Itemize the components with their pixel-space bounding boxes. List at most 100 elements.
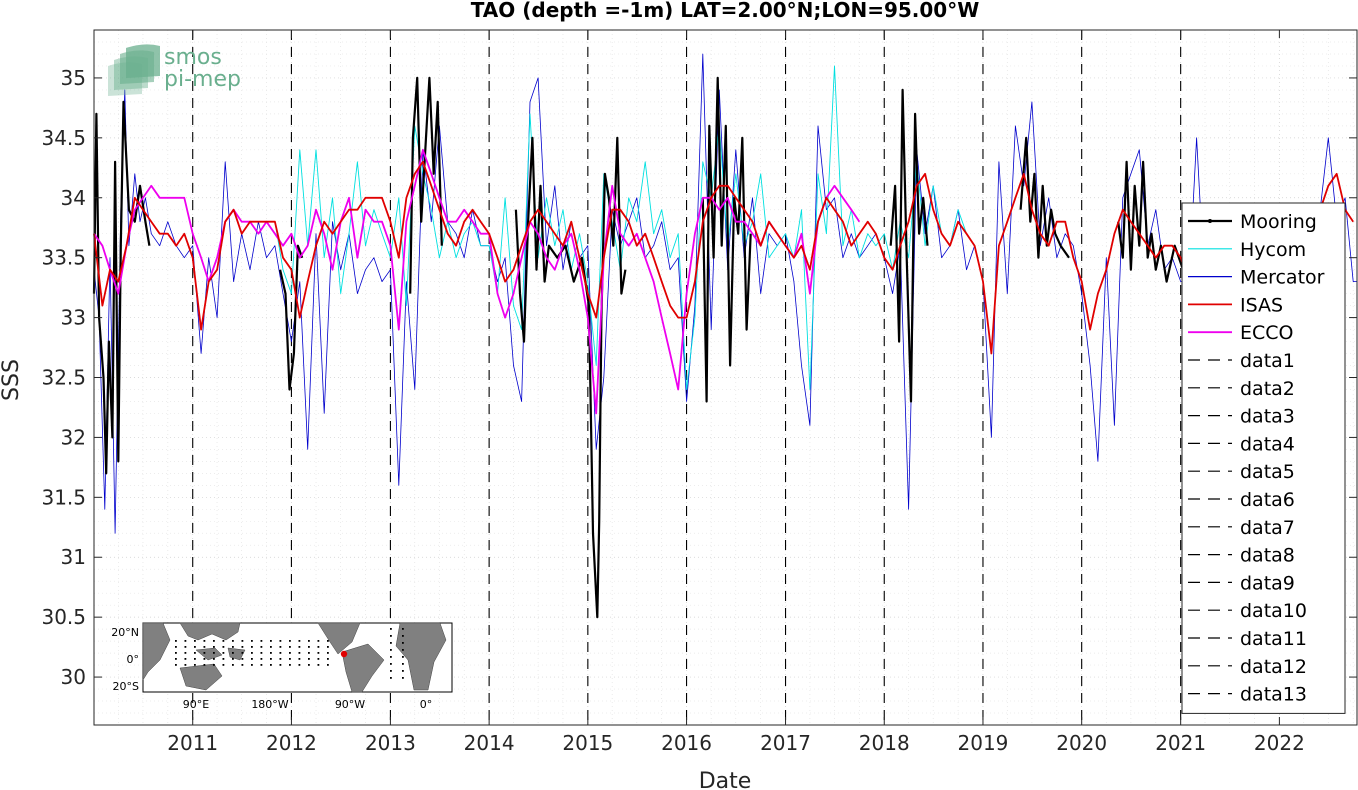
- inset-buoy: [184, 646, 187, 648]
- inset-buoy: [279, 664, 282, 666]
- inset-buoy: [241, 646, 244, 648]
- inset-buoy: [308, 640, 310, 642]
- x-tick-label: 2016: [661, 731, 712, 755]
- legend-label: data7: [1240, 517, 1295, 539]
- inset-buoy: [175, 652, 177, 654]
- inset-buoy: [390, 663, 392, 665]
- series-mooring: [889, 88, 929, 403]
- inset-land: [179, 622, 241, 641]
- inset-buoy: [213, 664, 215, 666]
- inset-buoy: [203, 646, 206, 648]
- inset-buoy: [402, 642, 404, 644]
- inset-buoy: [251, 646, 253, 648]
- inset-buoy: [390, 628, 392, 630]
- inset-buoy: [390, 635, 392, 637]
- inset-buoy: [279, 640, 282, 642]
- inset-lon-label: 90°E: [183, 698, 209, 711]
- inset-buoy: [402, 628, 404, 630]
- y-tick-label: 30: [61, 665, 86, 689]
- series-isas: [93, 160, 1354, 355]
- inset-buoy: [260, 664, 263, 666]
- x-tick-label: 2022: [1254, 731, 1305, 755]
- y-axis-label: SSS: [0, 359, 24, 401]
- legend-label: data4: [1240, 433, 1295, 455]
- inset-buoy: [175, 640, 177, 642]
- inset-buoy: [184, 664, 187, 666]
- inset-land: [142, 622, 171, 681]
- inset-buoy: [260, 640, 263, 642]
- inset-buoy: [390, 677, 392, 679]
- x-tick-label: 2018: [859, 731, 910, 755]
- inset-buoy: [298, 664, 301, 666]
- legend-box: [1181, 202, 1346, 714]
- inset-buoy: [289, 646, 291, 648]
- inset-buoy: [194, 646, 196, 648]
- inset-buoy: [251, 658, 253, 660]
- inset-buoy: [213, 646, 215, 648]
- inset-buoy: [327, 658, 329, 660]
- inset-lat-label: 0°: [127, 653, 140, 666]
- chart-title: TAO (depth =-1m) LAT=2.00°N;LON=95.00°W: [471, 0, 980, 22]
- series-mooring: [1117, 160, 1185, 283]
- legend-label: data5: [1240, 461, 1295, 483]
- x-axis-ticks: 2011 2012 2013 2014 2015 2016 2017 2018 2019 2020…: [167, 30, 1305, 755]
- inset-buoy: [203, 658, 206, 660]
- inset-buoy: [390, 656, 392, 658]
- x-axis-label: Date: [699, 769, 752, 790]
- legend-label: Mooring: [1240, 211, 1317, 233]
- inset-buoy: [279, 646, 282, 648]
- inset-buoy: [317, 640, 320, 642]
- legend-marker: [1208, 219, 1212, 223]
- inset-buoy: [270, 646, 272, 648]
- inset-buoy: [289, 652, 291, 654]
- inset-buoy: [279, 652, 282, 654]
- inset-buoy: [260, 652, 263, 654]
- legend-label: data2: [1240, 378, 1295, 400]
- series-mooring: [409, 76, 443, 294]
- inset-buoy: [241, 640, 244, 642]
- legend: Mooring Hycom Mercator ISAS ECCO data1 data2 da…: [1181, 202, 1346, 714]
- legend-label: data9: [1240, 572, 1295, 594]
- legend-label: data1: [1240, 350, 1295, 372]
- x-tick-label: 2020: [1056, 731, 1107, 755]
- x-tick-label: 2017: [760, 731, 811, 755]
- inset-lat-label: 20°N: [111, 626, 139, 639]
- inset-buoy: [203, 652, 206, 654]
- x-tick-label: 2011: [167, 731, 218, 755]
- inset-buoy: [308, 652, 310, 654]
- inset-land: [341, 643, 385, 693]
- x-tick-label: 2012: [266, 731, 317, 755]
- inset-buoy: [213, 658, 215, 660]
- inset-buoy: [298, 640, 301, 642]
- inset-buoy: [184, 652, 187, 654]
- inset-buoy: [327, 652, 329, 654]
- inset-buoy: [203, 640, 206, 642]
- inset-buoy: [175, 646, 177, 648]
- series-ecco: [93, 148, 861, 415]
- inset-buoy: [390, 649, 392, 651]
- legend-label: data10: [1240, 600, 1307, 622]
- inset-buoy: [232, 652, 234, 654]
- inset-buoy: [251, 664, 253, 666]
- inset-buoy: [184, 658, 187, 660]
- inset-buoy: [298, 658, 301, 660]
- y-tick-label: 34: [61, 186, 86, 210]
- inset-land: [227, 647, 246, 661]
- inset-buoy: [251, 640, 253, 642]
- y-tick-label: 33: [61, 306, 86, 330]
- inset-buoy: [308, 658, 310, 660]
- inset-buoy: [402, 677, 404, 679]
- series-mooring: [279, 244, 304, 391]
- inset-lon-label: 90°W: [335, 698, 365, 711]
- legend-label: data8: [1240, 545, 1295, 567]
- inset-buoy: [222, 652, 225, 654]
- inset-buoy: [317, 664, 320, 666]
- inset-buoy: [289, 658, 291, 660]
- inset-buoy: [308, 646, 310, 648]
- inset-buoy: [184, 640, 187, 642]
- inset-buoy: [213, 640, 215, 642]
- inset-buoy: [270, 640, 272, 642]
- legend-label: Mercator: [1240, 267, 1325, 289]
- legend-label: data13: [1240, 684, 1307, 706]
